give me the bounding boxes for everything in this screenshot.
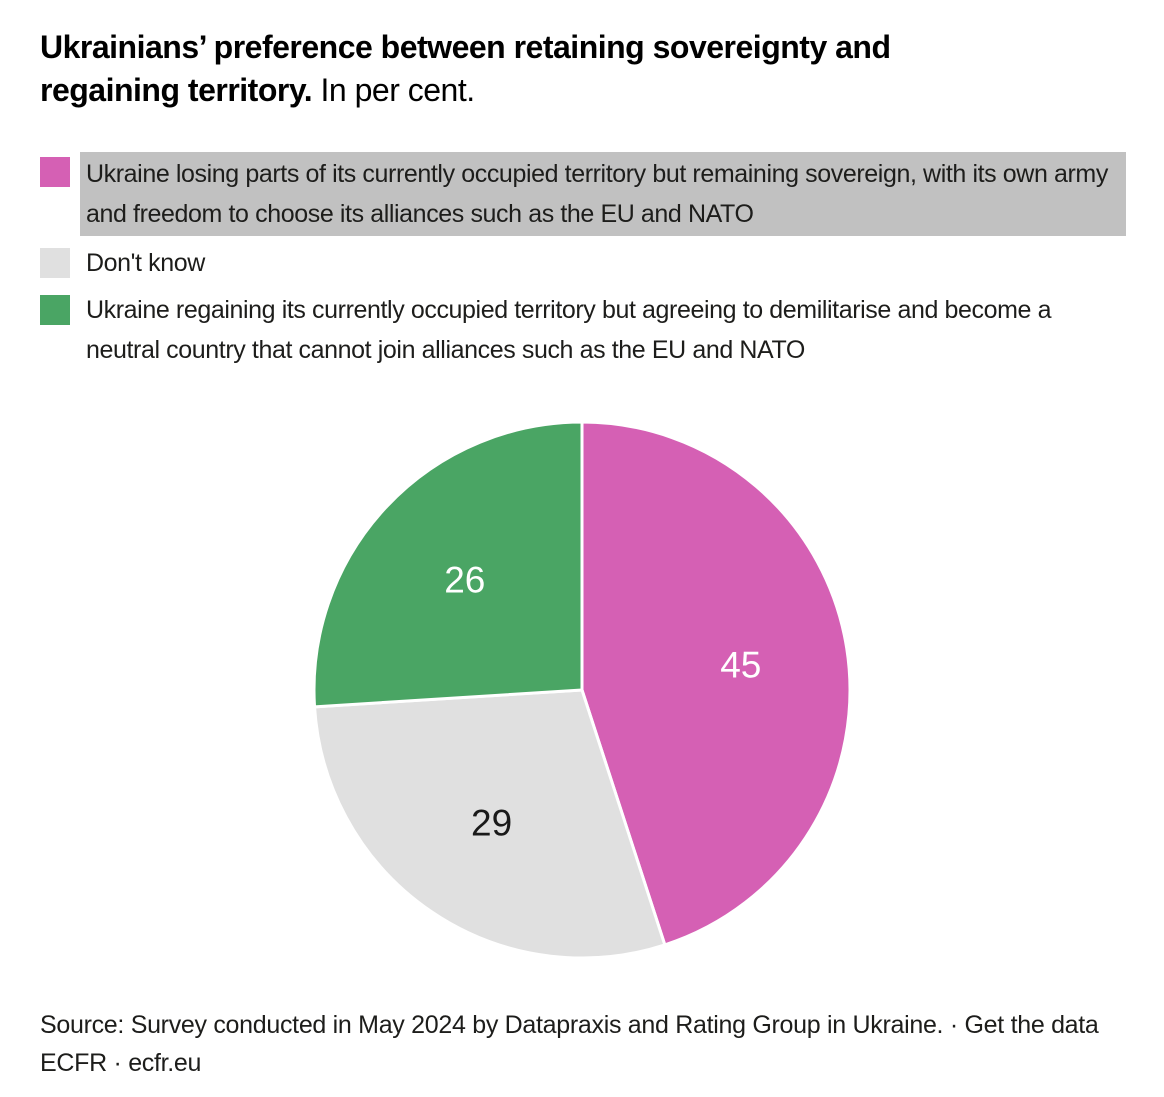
legend: Ukraine losing parts of its currently oc… [40,152,1126,377]
chart-title: Ukrainians’ preference between retaining… [40,26,1124,112]
legend-item-territory[interactable]: Ukraine regaining its currently occupied… [40,290,1126,370]
legend-item-label: Ukraine regaining its currently occupied… [86,296,1052,364]
title-bold-line1: Ukrainians’ preference between retaining… [40,29,891,65]
legend-swatch-gray [40,248,70,278]
title-bold-line2: regaining territory. [40,72,313,108]
byline-link[interactable]: ecfr.eu [128,1049,202,1077]
legend-swatch-green [40,295,70,325]
pie-chart: 45 29 26 [312,420,852,960]
footer: Source: Survey conducted in May 2024 by … [40,1006,1124,1082]
pie-slice-1[interactable] [313,688,667,960]
legend-item-label: Don't know [86,249,205,277]
legend-item-label: Ukraine losing parts of its currently oc… [80,152,1126,236]
pie-slice-0[interactable] [580,420,852,947]
pie-chart-area: 45 29 26 [302,410,862,970]
pie-slice-value-label: 26 [444,559,485,600]
title-suffix: In per cent. [320,72,476,108]
source-text: Source: Survey conducted in May 2024 by … [40,1011,958,1039]
legend-swatch-pink [40,157,70,187]
legend-item-dont-know[interactable]: Don't know [40,243,1126,283]
pie-slice-2[interactable] [312,420,584,709]
byline-org: ECFR · [40,1049,122,1077]
pie-slice-value-label: 45 [720,644,761,685]
pie-slice-value-label: 29 [471,803,512,844]
legend-item-sovereignty[interactable]: Ukraine losing parts of its currently oc… [40,152,1126,236]
get-the-data-link[interactable]: Get the data [964,1011,1099,1039]
